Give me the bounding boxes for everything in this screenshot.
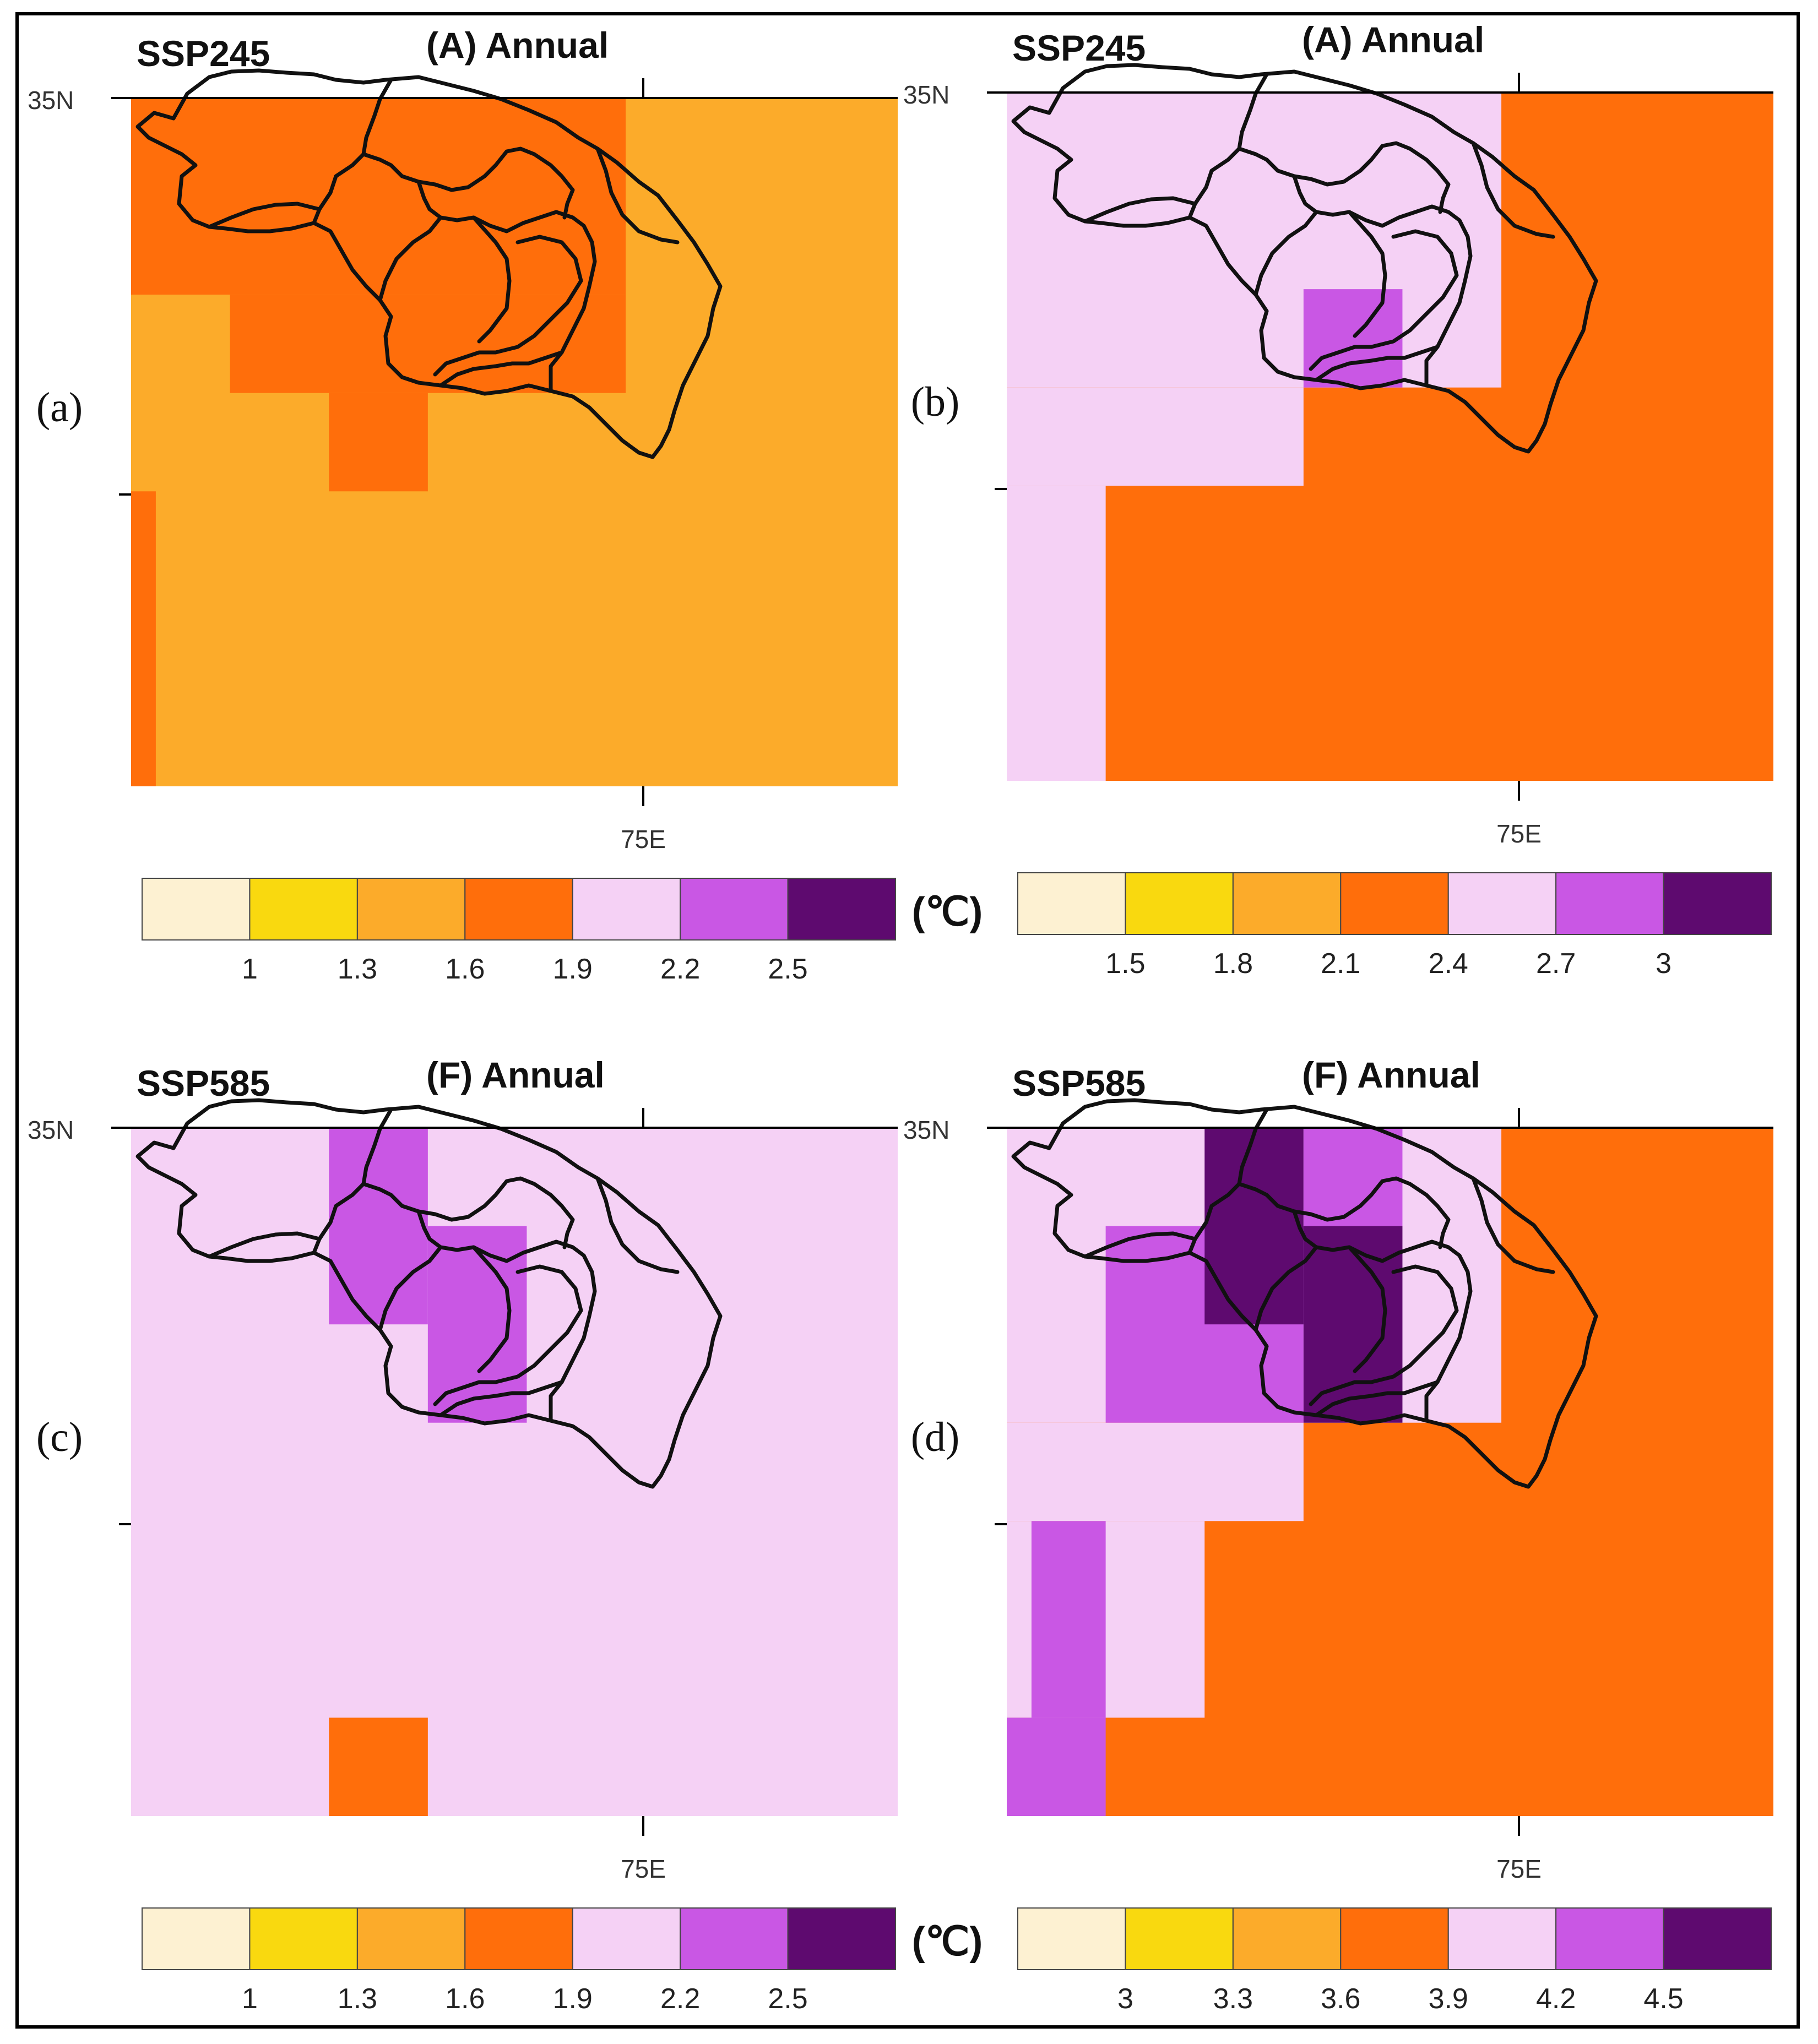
lon-tick-label: 75E bbox=[1496, 1855, 1542, 1883]
colorbar-tick-label: 1.9 bbox=[553, 953, 593, 985]
colorbar-tick-label: 3 bbox=[1117, 1983, 1133, 2015]
panel-label: (b) bbox=[911, 379, 960, 425]
colorbar-tick-label: 3 bbox=[1656, 948, 1672, 980]
colorbar-swatch bbox=[1555, 872, 1664, 935]
colorbar-swatch bbox=[1232, 1907, 1342, 1970]
grid-cell bbox=[1007, 486, 1106, 781]
colorbar-tick-label: 1 bbox=[242, 1983, 258, 2015]
colorbar-tick-label: 4.5 bbox=[1643, 1983, 1683, 2015]
colorbar-swatch bbox=[1340, 872, 1449, 935]
colorbar-swatch bbox=[1555, 1907, 1664, 1970]
panels-layer: SSP245 (A) Annual 35N 75E (a) 1 1.3 1.6 1.9 2.2 2.… bbox=[28, 19, 1773, 2015]
colorbar-swatch bbox=[1447, 1907, 1557, 1970]
colorbar-swatch bbox=[787, 878, 896, 941]
panel-label: (d) bbox=[911, 1414, 960, 1460]
colorbar-swatch bbox=[142, 1907, 251, 1970]
grid-cell bbox=[1007, 93, 1502, 388]
colorbar-swatch bbox=[680, 1907, 789, 1970]
colorbar-swatch bbox=[1340, 1907, 1449, 1970]
scenario-label: SSP585 bbox=[1012, 1063, 1146, 1103]
map-panel-b: SSP245 (A) Annual 35N 75E (b) 1.5 1.8 2.1 2.4 2.7… bbox=[903, 19, 1773, 980]
panel-label: (a) bbox=[36, 384, 83, 431]
colorbar-tick-label: 2.5 bbox=[768, 1983, 807, 2015]
grid-cell bbox=[1007, 1422, 1304, 1521]
lat-tick-label: 35N bbox=[28, 86, 74, 115]
colorbar-swatch bbox=[249, 1907, 358, 1970]
lon-tick-label: 75E bbox=[621, 825, 666, 854]
colorbar-unit: (℃) bbox=[912, 1920, 983, 1964]
colorbar-swatch bbox=[464, 878, 573, 941]
scenario-label: SSP245 bbox=[137, 33, 270, 74]
colorbar-tick-label: 2.2 bbox=[660, 1983, 700, 2015]
colorbar-tick-label: 3.9 bbox=[1429, 1983, 1468, 2015]
colorbar-tick-label: 4.2 bbox=[1536, 1983, 1576, 2015]
colorbar-tick-label: 2.1 bbox=[1321, 948, 1360, 980]
colorbar-swatch bbox=[464, 1907, 573, 1970]
colorbar-swatch bbox=[1017, 1907, 1126, 1970]
grid-cell bbox=[1031, 1521, 1106, 1718]
grid-cell bbox=[1007, 387, 1304, 486]
colorbar-swatch bbox=[787, 1907, 896, 1970]
figure-frame bbox=[15, 12, 1800, 2029]
colorbar-tick-label: 1 bbox=[242, 953, 258, 985]
lat-tick-label: 35N bbox=[903, 80, 949, 109]
colorbar-tick-label: 3.6 bbox=[1321, 1983, 1360, 2015]
grid-cell bbox=[329, 1128, 428, 1325]
grid-cell bbox=[131, 491, 156, 786]
colorbar-unit: (℃) bbox=[912, 890, 983, 934]
lon-tick-label: 75E bbox=[1496, 819, 1542, 848]
colorbar-tick-label: 1.5 bbox=[1105, 948, 1145, 980]
colorbar-swatch bbox=[1125, 872, 1234, 935]
colorbar-tick-label: 3.3 bbox=[1213, 1983, 1253, 2015]
colorbar-tick-label: 1.3 bbox=[338, 1983, 377, 2015]
colorbar-swatch bbox=[1663, 872, 1772, 935]
map-panel-d: SSP585 (F) Annual 35N 75E (d) 3 3.3 3.6 3.9 4.2 4.… bbox=[903, 1054, 1773, 2015]
colorbar-swatch bbox=[572, 878, 681, 941]
scenario-label: SSP245 bbox=[1012, 28, 1146, 68]
colorbar-tick-label: 1.6 bbox=[445, 1983, 485, 2015]
colorbar-swatch bbox=[142, 878, 251, 941]
grid-cell bbox=[329, 393, 428, 492]
colorbar-tick-label: 1.3 bbox=[338, 953, 377, 985]
grid-cell bbox=[1303, 289, 1403, 388]
grid-cell bbox=[329, 1717, 428, 1816]
colorbar-swatch bbox=[680, 878, 789, 941]
colorbar-tick-label: 1.6 bbox=[445, 953, 485, 985]
colorbar-tick-label: 2.7 bbox=[1536, 948, 1576, 980]
panel-title: (A) Annual bbox=[426, 25, 609, 66]
colorbar-swatch bbox=[572, 1907, 681, 1970]
scenario-label: SSP585 bbox=[137, 1063, 270, 1103]
map-panel-a: SSP245 (A) Annual 35N 75E (a) 1 1.3 1.6 1.9 2.2 2.… bbox=[28, 25, 983, 985]
colorbar-swatch bbox=[356, 878, 466, 941]
colorbar-swatch bbox=[1663, 1907, 1772, 1970]
grid-cell bbox=[1204, 1128, 1304, 1325]
colorbar-swatch bbox=[1447, 872, 1557, 935]
grid-cell bbox=[1007, 1717, 1106, 1816]
lat-tick-label: 35N bbox=[28, 1116, 74, 1144]
lon-tick-label: 75E bbox=[621, 1855, 666, 1883]
colorbar-swatch bbox=[356, 1907, 466, 1970]
panel-label: (c) bbox=[36, 1414, 83, 1460]
colorbar-tick-label: 2.5 bbox=[768, 953, 807, 985]
grid-cell bbox=[131, 98, 626, 295]
colorbar-swatch bbox=[249, 878, 358, 941]
map-panel-c: SSP585 (F) Annual 35N 75E (c) 1 1.3 1.6 1.9 2.2 2.… bbox=[28, 1054, 983, 2015]
panel-title: (A) Annual bbox=[1302, 19, 1484, 60]
panel-title: (F) Annual bbox=[1302, 1054, 1480, 1095]
panel-title: (F) Annual bbox=[426, 1054, 605, 1095]
colorbar-swatch bbox=[1232, 872, 1342, 935]
colorbar-tick-label: 1.9 bbox=[553, 1983, 593, 2015]
colorbar-swatch bbox=[1017, 872, 1126, 935]
colorbar-tick-label: 1.8 bbox=[1213, 948, 1253, 980]
colorbar-swatch bbox=[1125, 1907, 1234, 1970]
colorbar-tick-label: 2.4 bbox=[1429, 948, 1468, 980]
colorbar-tick-label: 2.2 bbox=[660, 953, 700, 985]
lat-tick-label: 35N bbox=[903, 1116, 949, 1144]
